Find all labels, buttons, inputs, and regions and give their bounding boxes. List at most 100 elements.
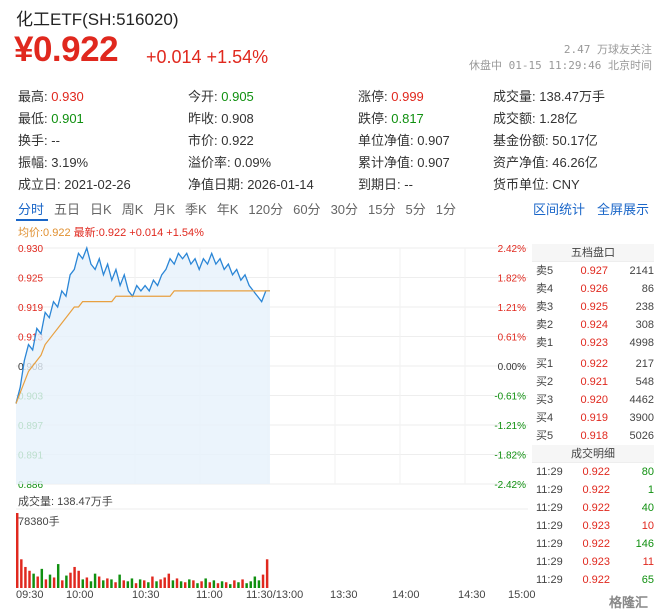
volume-bar bbox=[126, 581, 130, 588]
legend-last: 最新:0.922 +0.014 +1.54% bbox=[73, 227, 204, 239]
volume-bar bbox=[183, 582, 187, 588]
volume-bar bbox=[77, 570, 80, 588]
tab-5day[interactable]: 五日 bbox=[54, 201, 81, 217]
tab-120min[interactable]: 120分 bbox=[248, 201, 284, 217]
stat-inception: 2021-02-26 bbox=[64, 176, 131, 192]
volume-bar bbox=[241, 579, 244, 588]
volume-bar bbox=[233, 580, 236, 588]
volume-bar bbox=[106, 578, 109, 588]
row-volume: 238 bbox=[635, 301, 654, 313]
followers-count[interactable]: 2.47 万球友关注 bbox=[563, 43, 652, 56]
y-tick-pct-label: 0.61% bbox=[498, 333, 526, 344]
ask-row: 卖2 0.924 308 bbox=[532, 316, 654, 334]
trade-row: 11:29 0.922 80 bbox=[532, 463, 654, 481]
volume-label: 成交量: 138.47万手 bbox=[18, 496, 113, 508]
orderbook-title: 五档盘口 bbox=[532, 244, 654, 262]
row-price: 0.923 bbox=[580, 337, 608, 349]
volume-bar bbox=[143, 580, 146, 588]
row-price: 0.923 bbox=[582, 556, 610, 568]
stat-label: 最高: bbox=[18, 88, 48, 104]
row-price: 0.925 bbox=[580, 301, 608, 313]
row-volume: 86 bbox=[641, 283, 654, 295]
row-price: 0.922 bbox=[582, 466, 610, 478]
volume-bar bbox=[265, 559, 269, 588]
stat-low: 0.901 bbox=[51, 110, 84, 126]
tab-daily-k[interactable]: 日K bbox=[90, 201, 112, 217]
bid-row: 买1 0.922 217 bbox=[532, 355, 654, 373]
volume-bar bbox=[65, 575, 68, 588]
tab-15min[interactable]: 15分 bbox=[368, 201, 396, 217]
y-tick-label: 0.913 bbox=[18, 333, 43, 344]
row-price: 0.922 bbox=[582, 484, 610, 496]
volume-bar bbox=[32, 573, 35, 588]
volume-bar bbox=[102, 580, 105, 588]
tab-yearly-k[interactable]: 年K bbox=[216, 201, 239, 217]
chart-tabs: 分时 五日 日K 周K 月K 季K 年K 120分 60分 30分 15分 5分… bbox=[13, 197, 653, 219]
row-price: 0.922 bbox=[580, 358, 608, 370]
row-volume: 10 bbox=[641, 520, 654, 532]
trade-row: 11:29 0.923 10 bbox=[532, 517, 654, 535]
volume-bar bbox=[48, 574, 52, 588]
avg-price-line bbox=[15, 290, 270, 404]
stats-grid: 最高: 0.930 今开: 0.905 涨停: 0.999 成交量: 138.4… bbox=[18, 84, 656, 194]
range-stats-link[interactable]: 区间统计 bbox=[532, 201, 585, 217]
volume-bar bbox=[253, 576, 257, 588]
stat-label: 累计净值: bbox=[358, 154, 414, 170]
row-label: 11:29 bbox=[536, 520, 563, 532]
tab-30min[interactable]: 30分 bbox=[330, 201, 359, 217]
stat-label: 振幅: bbox=[18, 154, 48, 170]
time-axis: 09:30 10:00 10:30 11:00 11:30/13:00 13:30 14:0… bbox=[0, 589, 656, 605]
volume-bar bbox=[224, 582, 228, 588]
volume-bar bbox=[155, 581, 158, 588]
row-volume: 11 bbox=[642, 556, 654, 568]
row-price: 0.918 bbox=[580, 430, 608, 442]
volume-bar bbox=[24, 566, 27, 588]
stat-nav: 0.907 bbox=[417, 132, 450, 148]
row-label: 卖4 bbox=[536, 283, 554, 295]
tab-weekly-k[interactable]: 周K bbox=[121, 201, 144, 217]
volume-bar bbox=[36, 576, 39, 588]
stat-prev-close: 0.908 bbox=[221, 110, 254, 126]
intraday-chart[interactable]: 0.930 2.42% 0.925 1.82% 0.919 1.21% 0.913 0.61%… bbox=[0, 238, 530, 588]
tab-5min[interactable]: 5分 bbox=[405, 201, 426, 217]
legend-avg: 均价:0.922 bbox=[18, 227, 71, 239]
volume-bar bbox=[93, 573, 97, 588]
tab-1min[interactable]: 1分 bbox=[435, 201, 456, 217]
chart-legend: 均价:0.922 最新:0.922 +0.014 +1.54% bbox=[18, 224, 204, 240]
bid-row: 买4 0.919 3900 bbox=[532, 409, 654, 427]
row-volume: 5026 bbox=[629, 430, 654, 442]
tab-intraday[interactable]: 分时 bbox=[18, 201, 45, 217]
fullscreen-link[interactable]: 全屏展示 bbox=[596, 201, 649, 217]
row-volume: 1 bbox=[647, 484, 654, 496]
time-tick-label: 14:00 bbox=[392, 589, 420, 601]
row-volume: 4998 bbox=[629, 337, 654, 349]
row-volume: 2141 bbox=[629, 265, 654, 277]
tab-quarterly-k[interactable]: 季K bbox=[185, 201, 207, 217]
volume-bar bbox=[220, 581, 224, 588]
row-label: 买1 bbox=[536, 358, 554, 370]
tab-60min[interactable]: 60分 bbox=[293, 201, 321, 217]
stat-open: 0.905 bbox=[221, 88, 254, 104]
volume-bar bbox=[171, 580, 175, 588]
time-tick-label: 15:00 bbox=[508, 589, 536, 601]
volume-bar bbox=[81, 579, 85, 588]
bid-row: 买2 0.921 548 bbox=[532, 373, 654, 391]
row-volume: 3900 bbox=[629, 412, 654, 424]
y-tick-label: 0.930 bbox=[18, 244, 43, 255]
stat-label: 换手: bbox=[18, 132, 48, 148]
row-label: 卖5 bbox=[536, 265, 554, 277]
stat-label: 最低: bbox=[18, 110, 48, 126]
price-area bbox=[16, 248, 270, 484]
stat-label: 成交额: bbox=[493, 110, 536, 126]
stat-label: 今开: bbox=[188, 88, 218, 104]
ask-row: 卖3 0.925 238 bbox=[532, 298, 654, 316]
stat-high: 0.930 bbox=[51, 88, 84, 104]
tab-monthly-k[interactable]: 月K bbox=[153, 201, 176, 217]
trade-row: 11:29 0.922 65 bbox=[532, 571, 654, 589]
row-label: 11:29 bbox=[536, 466, 563, 478]
volume-bar bbox=[204, 578, 207, 588]
volume-bar bbox=[229, 584, 232, 588]
stat-premium: 0.09% bbox=[234, 154, 272, 170]
row-price: 0.927 bbox=[580, 265, 608, 277]
row-volume: 80 bbox=[641, 466, 654, 478]
